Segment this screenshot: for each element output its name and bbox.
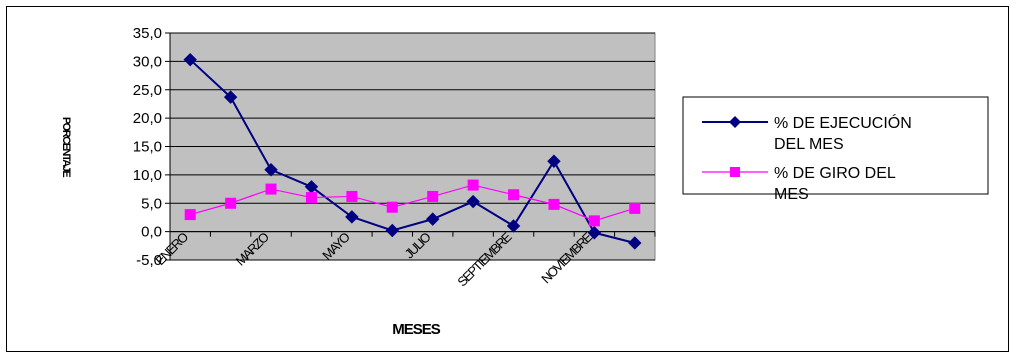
series-line <box>190 184 635 222</box>
data-point <box>629 202 641 214</box>
legend-label: % DE GIRO DEL <box>774 165 896 182</box>
y-tick-label: 25,0 <box>133 82 162 99</box>
y-tick-label: 35,0 <box>133 25 162 42</box>
data-point <box>385 223 399 238</box>
y-tick-label: 20,0 <box>133 110 162 127</box>
data-point <box>386 201 398 213</box>
data-point <box>346 190 358 202</box>
axes <box>165 32 656 261</box>
legend-box <box>682 96 989 195</box>
data-point <box>467 179 479 191</box>
series-layer <box>183 52 642 250</box>
data-point <box>547 154 561 168</box>
y-tick-label: 30,0 <box>133 53 162 70</box>
data-point <box>587 226 602 240</box>
series-line <box>189 58 636 244</box>
data-point <box>426 212 440 226</box>
data-point <box>265 183 277 195</box>
data-point <box>183 52 197 67</box>
data-point <box>225 197 237 209</box>
legend-item-2: % DE GIRO DEL MES <box>702 165 896 203</box>
y-tick-label: -5,0 <box>136 252 162 269</box>
data-point <box>427 190 439 202</box>
legend-label: % DE EJECUCIÓN <box>774 113 912 132</box>
x-axis-title: MESES <box>392 321 441 338</box>
legend: % DE EJECUCIÓN DEL MES % DE GIRO DEL MES <box>682 96 989 203</box>
data-point <box>345 210 359 224</box>
legend-label: DEL MES <box>774 136 844 153</box>
data-point <box>508 189 520 201</box>
data-point <box>548 198 560 210</box>
legend-marker <box>730 167 740 177</box>
series-2 <box>184 179 641 227</box>
y-tick-label: 10,0 <box>133 167 162 184</box>
data-point <box>628 236 642 250</box>
legend-item-1: % DE EJECUCIÓN DEL MES <box>702 113 912 153</box>
y-tick-label: 5,0 <box>141 195 162 212</box>
data-point <box>305 192 317 204</box>
y-axis-title: PORCENTAJE <box>60 117 72 178</box>
legend-label: MES <box>774 186 809 203</box>
legend-marker <box>729 116 741 128</box>
y-tick-label: 15,0 <box>133 139 162 156</box>
data-point <box>223 90 238 104</box>
y-tick-labels: 35,0 30,0 25,0 20,0 15,0 10,0 5,0 0,0 -5,0 <box>133 25 162 269</box>
data-point <box>588 215 600 227</box>
series-1 <box>183 52 642 250</box>
data-point <box>264 163 278 177</box>
y-tick-label: 0,0 <box>141 224 162 241</box>
data-point <box>506 219 521 233</box>
data-point <box>466 194 480 209</box>
data-point <box>184 209 196 221</box>
